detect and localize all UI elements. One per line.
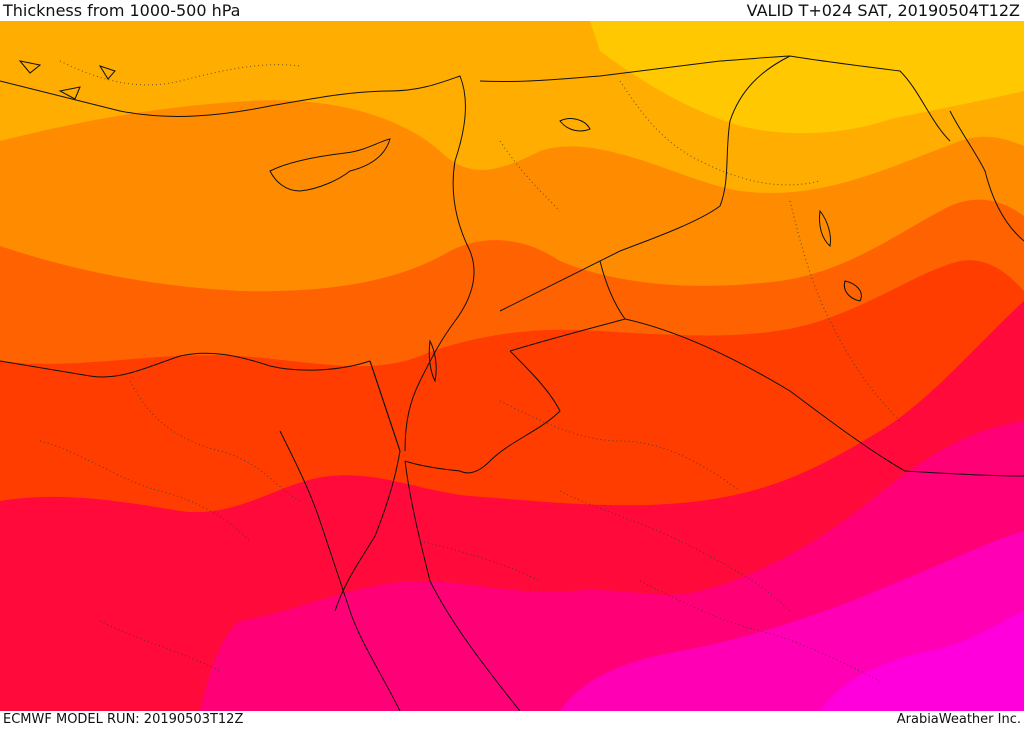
- credit-label: ArabiaWeather Inc.: [896, 712, 1021, 727]
- map-header: Thickness from 1000-500 hPa VALID T+024 …: [0, 0, 1024, 21]
- thickness-map: [0, 21, 1024, 711]
- model-run: ECMWF MODEL RUN: 20190503T12Z: [3, 712, 244, 727]
- valid-time: VALID T+024 SAT, 20190504T12Z: [746, 1, 1020, 20]
- band-hot-magenta: [820, 611, 1024, 711]
- map-footer: ECMWF MODEL RUN: 20190503T12Z ArabiaWeat…: [0, 711, 1024, 729]
- coastlines: [0, 60, 1024, 711]
- band-gold: [590, 21, 921, 134]
- map-title: Thickness from 1000-500 hPa: [3, 1, 241, 20]
- country-borders: [369, 55, 1024, 477]
- map-canvas: [0, 21, 1024, 711]
- internal-boundaries: [39, 60, 901, 682]
